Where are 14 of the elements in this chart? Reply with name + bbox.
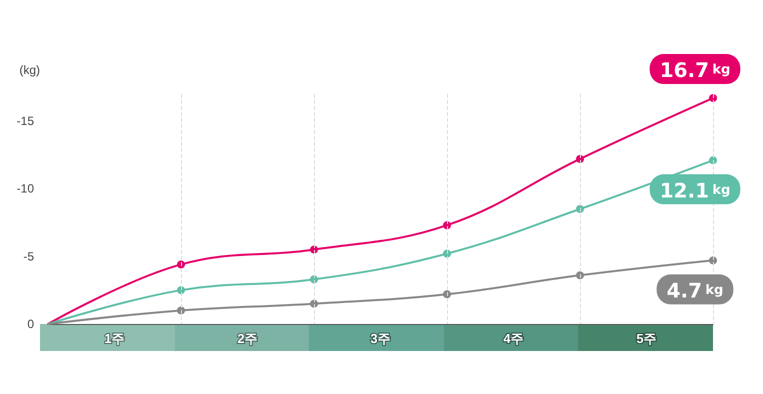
point [177,260,185,268]
y-tick-label: -15 [16,114,34,128]
y-axis-title: (kg) [19,63,40,77]
x-tick-label: 4주 [503,331,524,346]
point [443,290,451,298]
point [576,271,584,280]
y-tick-label: 0 [27,317,34,331]
y-tick-label: -10 [16,182,34,196]
x-tick-label: 3주 [370,331,391,346]
x-tick-label: 2주 [237,331,258,346]
x-tick-label: 5주 [636,331,657,346]
y-tick-label: -5 [23,249,34,264]
point [576,205,584,213]
x-tick-label: 1주 [104,331,125,346]
